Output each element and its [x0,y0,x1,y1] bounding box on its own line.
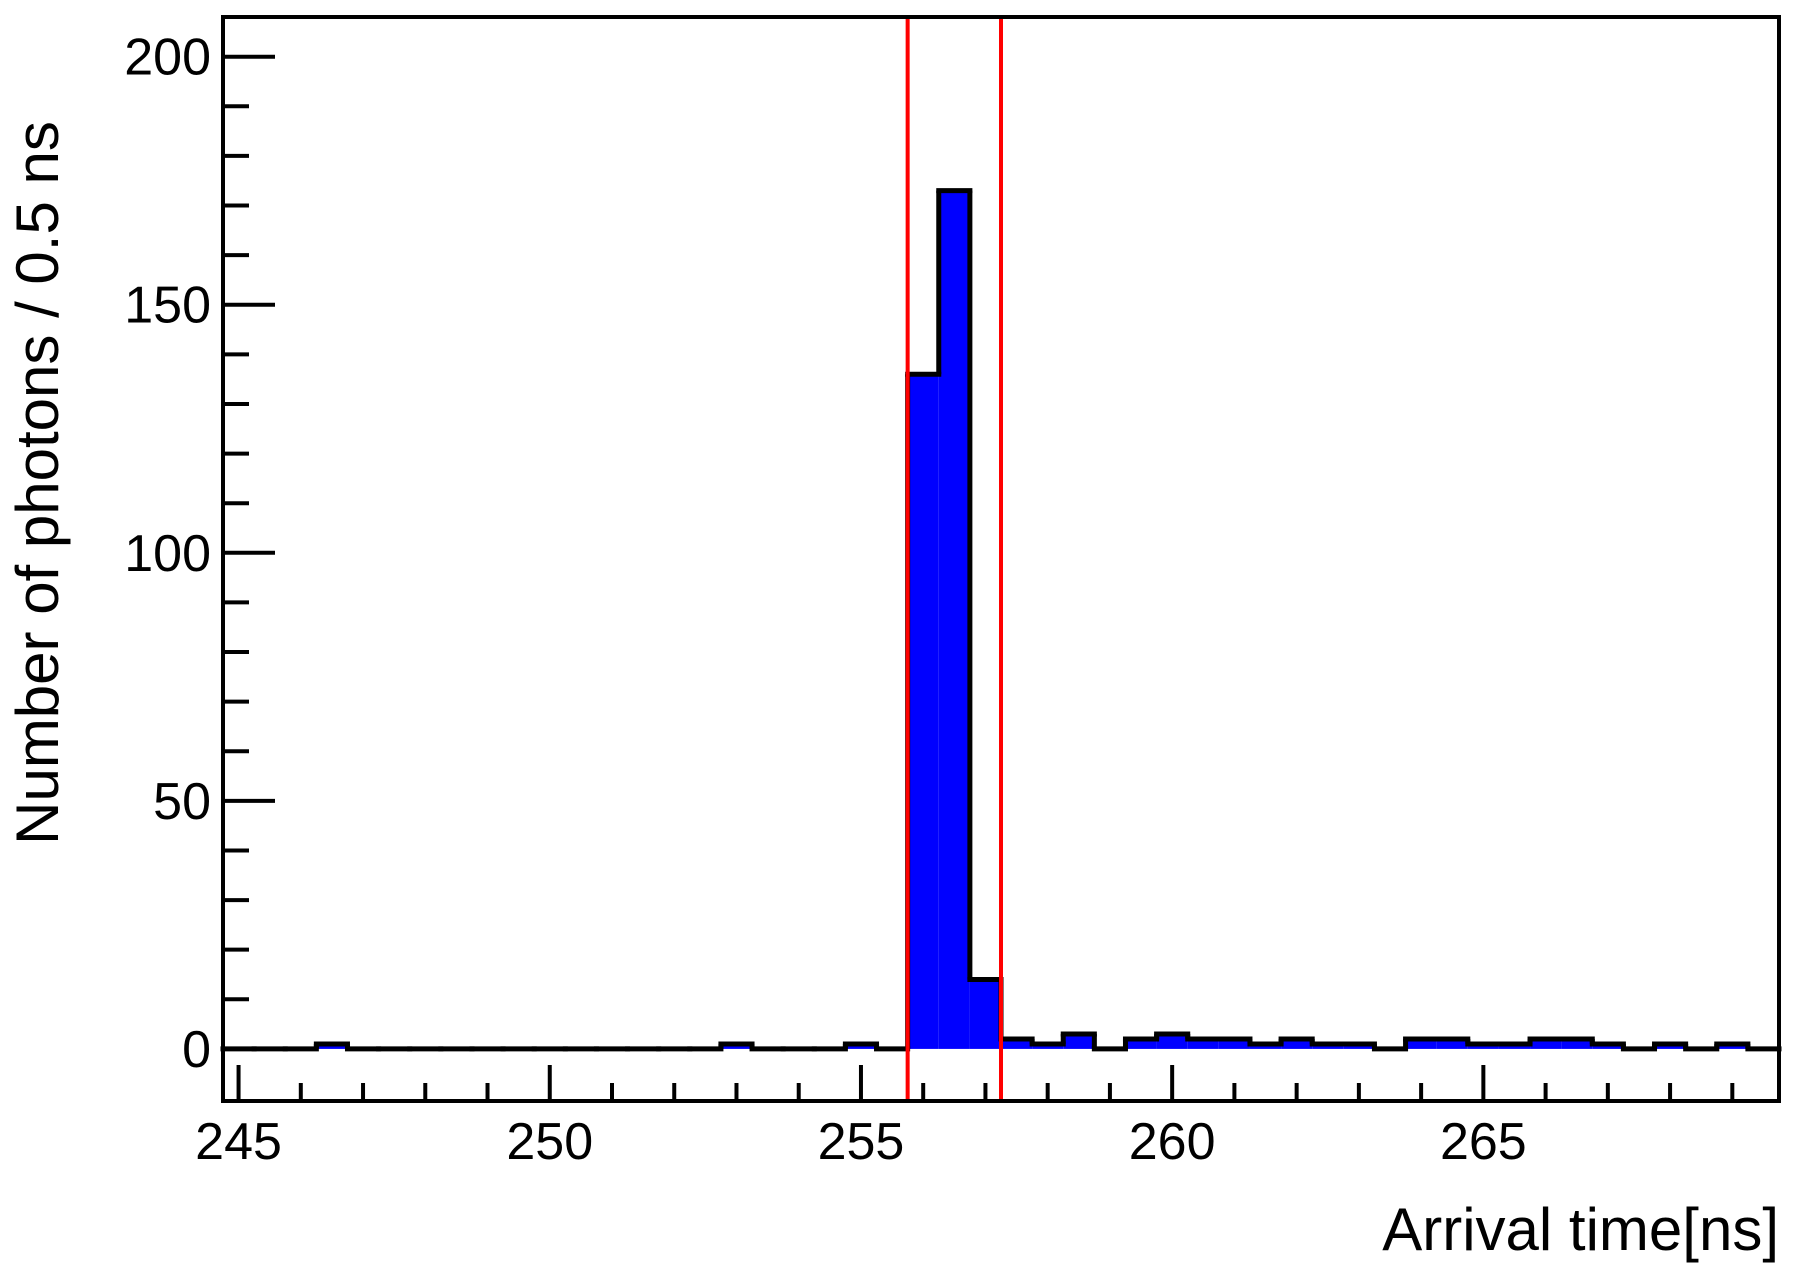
bar [907,374,939,1049]
bar [1001,1038,1033,1049]
y-tick-label: 150 [124,277,211,335]
y-tick-label: 200 [124,29,211,87]
bar [1405,1038,1437,1049]
bar [1436,1038,1468,1049]
x-tick-label: 250 [506,1113,593,1171]
x-axis-title: Arrival time[ns] [1382,1196,1779,1263]
y-tick-label: 100 [124,525,211,583]
x-tick-label: 265 [1440,1113,1527,1171]
x-tick-label: 245 [195,1113,282,1171]
bar [1530,1038,1562,1049]
bar [969,979,1001,1049]
bar [1218,1038,1250,1049]
bar [1063,1034,1095,1049]
y-tick-label: 0 [182,1021,211,1079]
x-tick-label: 255 [818,1113,905,1171]
y-tick-label: 50 [153,773,211,831]
bar [1187,1038,1219,1049]
x-tick-label: 260 [1129,1113,1216,1171]
bar [1281,1038,1313,1049]
bar [1156,1034,1188,1049]
bar [1561,1038,1593,1049]
y-axis-title: Number of photons / 0.5 ns [4,121,71,845]
bar [938,190,970,1049]
bar [1125,1038,1157,1049]
plot-frame [221,15,1781,1103]
